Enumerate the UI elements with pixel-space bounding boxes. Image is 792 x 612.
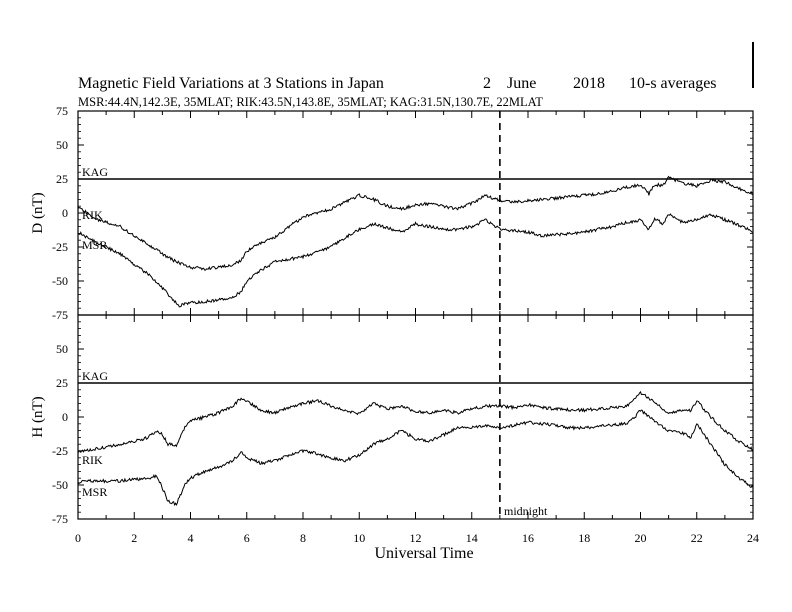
chart-resolution: 10-s averages: [629, 75, 717, 92]
h-series-rik-line: [77, 390, 754, 454]
xtick-label: 24: [747, 531, 759, 545]
xtick-label: 4: [188, 531, 194, 545]
d-kag-label: KAG: [82, 165, 108, 179]
chart-year: 2018: [573, 75, 605, 92]
station-coordinates: MSR:44.4N,142.3E, 35MLAT; RIK:43.5N,143.…: [78, 95, 543, 109]
h-ytick-label: -75: [52, 512, 68, 526]
xtick-label: 6: [244, 531, 250, 545]
chart-month: June: [507, 75, 536, 92]
xtick-label: 0: [75, 531, 81, 545]
h-kag-label: KAG: [82, 369, 108, 383]
xtick-label: 16: [522, 531, 534, 545]
d-ytick-label: 0: [62, 206, 68, 220]
xtick-label: 14: [466, 531, 478, 545]
d-panel-ylabel: D (nT): [30, 192, 46, 233]
h-ytick-label: 0: [62, 410, 68, 424]
d-panel-frame: [77, 110, 754, 316]
xtick-label: 10: [353, 531, 365, 545]
d-ytick-label: -25: [52, 240, 68, 254]
xtick-label: 18: [578, 531, 590, 545]
h-ytick-label: -25: [52, 444, 68, 458]
h-msr-label: MSR: [82, 485, 107, 499]
h-panel-ylabel: H (nT): [30, 396, 46, 437]
midnight-label: midnight: [504, 504, 548, 518]
d-ytick-label: 25: [56, 172, 68, 186]
h-series-msr-line: [77, 409, 754, 507]
chart-day: 2: [483, 75, 491, 92]
h-ytick-label: 25: [56, 376, 68, 390]
d-ytick-label: 75: [56, 104, 68, 118]
h-rik-label: RIK: [82, 453, 103, 467]
xtick-label: 2: [131, 531, 137, 545]
xtick-label: 8: [300, 531, 306, 545]
d-msr-label: MSR: [82, 238, 107, 252]
d-series-rik-line: [77, 175, 754, 271]
xtick-label: 12: [410, 531, 422, 545]
xtick-label: 22: [691, 531, 703, 545]
d-series-msr-line: [77, 213, 754, 308]
x-axis-title: Universal Time: [374, 545, 473, 562]
h-ytick-label: 50: [56, 342, 68, 356]
d-ytick-label: -75: [52, 308, 68, 322]
chart-title: Magnetic Field Variations at 3 Stations …: [78, 75, 384, 92]
d-ytick-label: -50: [52, 274, 68, 288]
d-ytick-label: 50: [56, 138, 68, 152]
h-ytick-label: -50: [52, 478, 68, 492]
xtick-label: 20: [635, 531, 647, 545]
